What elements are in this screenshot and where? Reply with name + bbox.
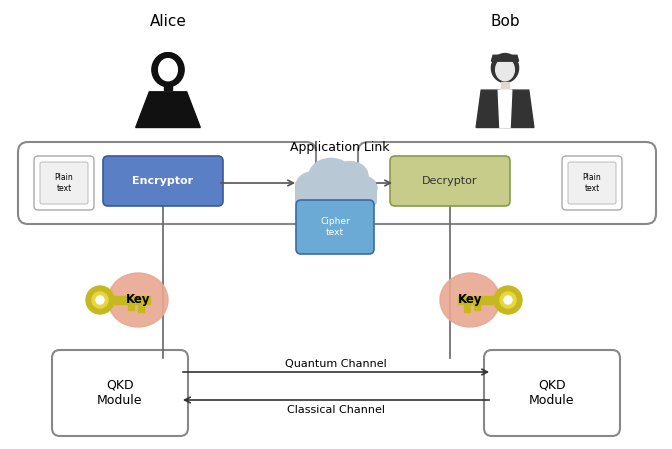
Polygon shape [476,90,534,128]
Text: Classical Channel: Classical Channel [287,405,385,415]
Ellipse shape [152,53,184,87]
Ellipse shape [86,286,114,314]
Text: Key: Key [126,294,151,307]
FancyBboxPatch shape [296,200,374,254]
Ellipse shape [496,59,514,81]
FancyBboxPatch shape [40,162,88,204]
Text: Key: Key [458,294,482,307]
Ellipse shape [494,286,522,314]
Polygon shape [138,304,144,312]
FancyBboxPatch shape [562,156,622,210]
Ellipse shape [500,292,516,308]
Text: Bob: Bob [490,14,520,30]
Polygon shape [474,304,480,310]
Text: Decryptor: Decryptor [422,176,478,186]
Ellipse shape [491,53,519,83]
Text: Quantum Channel: Quantum Channel [285,359,387,369]
Polygon shape [164,84,172,90]
Text: Application Link: Application Link [290,141,390,154]
Ellipse shape [440,273,500,327]
Polygon shape [491,55,519,61]
Ellipse shape [153,53,183,84]
Polygon shape [458,296,496,304]
FancyBboxPatch shape [52,350,188,436]
Ellipse shape [308,181,340,207]
Ellipse shape [332,162,368,190]
Ellipse shape [504,296,512,304]
Polygon shape [128,304,134,310]
FancyBboxPatch shape [103,156,223,206]
Ellipse shape [347,176,377,200]
Text: Plain
text: Plain text [583,173,601,193]
Text: Plain
text: Plain text [54,173,73,193]
Polygon shape [136,92,200,128]
FancyBboxPatch shape [295,181,377,205]
Ellipse shape [321,178,361,210]
Ellipse shape [296,172,332,200]
Ellipse shape [108,273,168,327]
Text: QKD
Module: QKD Module [530,379,575,407]
Text: Cipher
text: Cipher text [320,217,350,237]
FancyBboxPatch shape [568,162,616,204]
Polygon shape [498,90,512,128]
Text: Encryptor: Encryptor [132,176,194,186]
FancyBboxPatch shape [18,142,316,224]
Ellipse shape [309,158,353,194]
Polygon shape [112,296,150,304]
Text: Alice: Alice [150,14,186,30]
Text: QKD
Module: QKD Module [97,379,142,407]
Polygon shape [464,304,470,312]
Ellipse shape [92,292,108,308]
Ellipse shape [159,59,177,81]
Polygon shape [501,83,509,89]
FancyBboxPatch shape [484,350,620,436]
Ellipse shape [96,296,104,304]
FancyBboxPatch shape [390,156,510,206]
FancyBboxPatch shape [34,156,94,210]
FancyBboxPatch shape [358,142,656,224]
